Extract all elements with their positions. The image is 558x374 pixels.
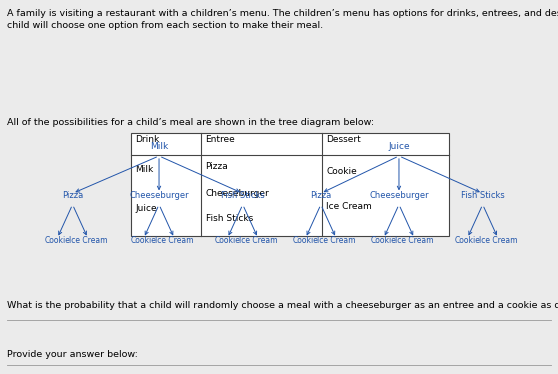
Text: Juice: Juice (388, 142, 410, 151)
Text: Cookie: Cookie (454, 236, 480, 245)
Text: Entree: Entree (205, 135, 235, 144)
Text: Drink: Drink (136, 135, 160, 144)
Text: Ice Cream: Ice Cream (395, 236, 434, 245)
Text: Cookie: Cookie (214, 236, 240, 245)
Text: child will choose one option from each section to make their meal.: child will choose one option from each s… (7, 21, 323, 30)
Text: Ice Cream: Ice Cream (317, 236, 355, 245)
Text: Ice Cream: Ice Cream (479, 236, 517, 245)
Text: Ice Cream: Ice Cream (239, 236, 277, 245)
Text: Pizza: Pizza (205, 162, 228, 171)
Text: Ice Cream: Ice Cream (326, 202, 372, 211)
Text: Cheeseburger: Cheeseburger (205, 189, 270, 198)
Text: Milk: Milk (136, 165, 154, 174)
Text: All of the possibilities for a child’s meal are shown in the tree diagram below:: All of the possibilities for a child’s m… (7, 118, 374, 127)
Text: Cookie: Cookie (44, 236, 70, 245)
Text: Cookie: Cookie (292, 236, 319, 245)
Text: A family is visiting a restaurant with a children’s menu. The children’s menu ha: A family is visiting a restaurant with a… (7, 9, 558, 18)
Text: What is the probability that a child will randomly choose a meal with a cheesebu: What is the probability that a child wil… (7, 301, 558, 310)
Text: Fish Sticks: Fish Sticks (205, 214, 253, 223)
Text: Fish Sticks: Fish Sticks (461, 191, 504, 200)
Text: Ice Cream: Ice Cream (69, 236, 107, 245)
Text: Provide your answer below:: Provide your answer below: (7, 350, 138, 359)
Text: Pizza: Pizza (310, 191, 331, 200)
FancyBboxPatch shape (131, 133, 449, 236)
Text: Cookie: Cookie (131, 236, 157, 245)
Text: Milk: Milk (150, 142, 168, 151)
Text: Pizza: Pizza (62, 191, 83, 200)
Text: Cookie: Cookie (371, 236, 397, 245)
Text: Dessert: Dessert (326, 135, 361, 144)
Text: Cookie: Cookie (326, 168, 357, 177)
Text: Cheeseburger: Cheeseburger (129, 191, 189, 200)
Text: Cheeseburger: Cheeseburger (369, 191, 429, 200)
Text: Juice: Juice (136, 203, 157, 212)
Text: Ice Cream: Ice Cream (155, 236, 194, 245)
Text: Fish Sticks: Fish Sticks (221, 191, 264, 200)
